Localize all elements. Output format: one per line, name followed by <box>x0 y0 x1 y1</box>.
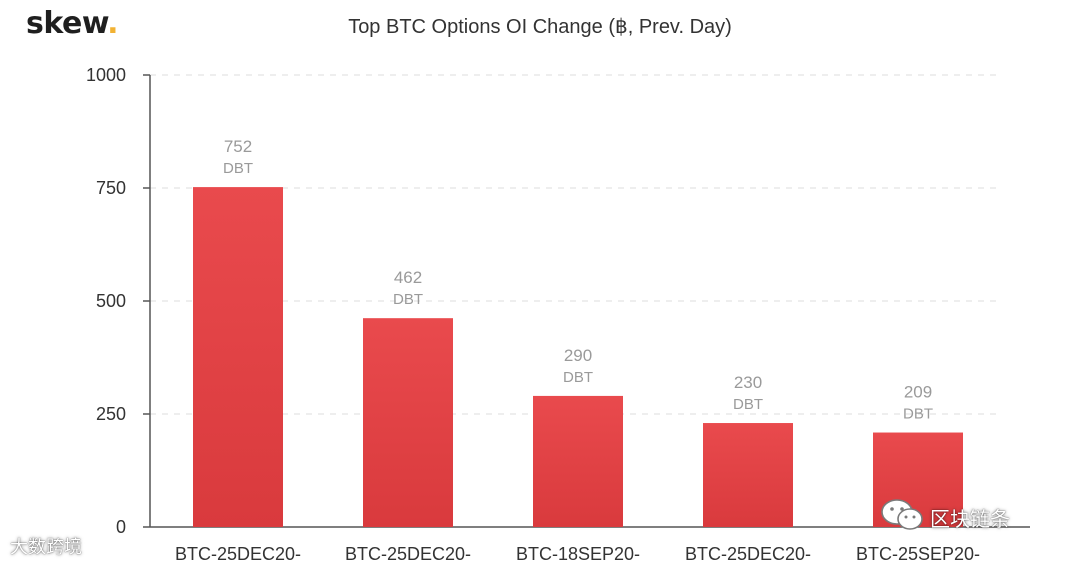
bar-unit-label: DBT <box>223 160 253 177</box>
x-tick-label: BTC-25DEC20- <box>175 544 301 564</box>
bar <box>533 395 623 527</box>
bar-value-label: 209 <box>904 383 932 402</box>
bar <box>703 423 793 527</box>
bar-value-label: 230 <box>734 373 762 392</box>
x-tick-label: BTC-25DEC20- <box>685 544 811 564</box>
brand-name: skew <box>26 6 108 41</box>
y-tick-label: 0 <box>116 517 126 537</box>
x-tick-label: BTC-25SEP20- <box>856 544 980 564</box>
bar-value-label: 462 <box>394 268 422 287</box>
brand-dot: . <box>107 6 119 41</box>
y-tick-label: 250 <box>96 404 126 424</box>
watermark-right: 区块链条 <box>930 509 1010 531</box>
bar-unit-label: DBT <box>563 369 593 386</box>
wechat-icon <box>881 499 923 530</box>
y-tick-label: 1000 <box>86 65 126 85</box>
bar-value-label: 290 <box>564 346 592 365</box>
bar <box>363 318 453 527</box>
bar <box>193 187 283 527</box>
bar-unit-label: DBT <box>903 406 933 423</box>
bar-unit-label: DBT <box>733 396 763 413</box>
x-tick-label: BTC-25DEC20- <box>345 544 471 564</box>
x-tick-label: BTC-18SEP20- <box>516 544 640 564</box>
watermark-left: 大数跨境 <box>10 537 82 557</box>
bar-value-label: 752 <box>224 137 252 156</box>
chart-title: Top BTC Options OI Change (฿, Prev. Day) <box>348 16 732 38</box>
y-tick-label: 750 <box>96 178 126 198</box>
skew-logo: skew. <box>26 6 119 41</box>
y-tick-label: 500 <box>96 291 126 311</box>
bar-unit-label: DBT <box>393 291 423 308</box>
